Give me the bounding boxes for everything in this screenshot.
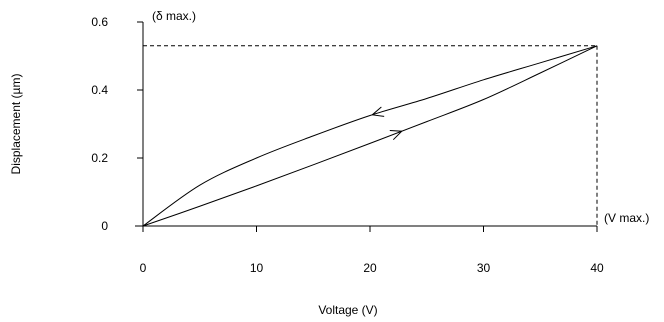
x-tick-label: 10 [250, 261, 264, 275]
x-axis-label: Voltage (V) [318, 303, 377, 317]
unloading-curve [142, 45, 598, 227]
y-axis-label: Displacement (µm) [9, 74, 23, 175]
loading-curve [142, 45, 598, 227]
annotation-delta-max: (δ max.) [152, 9, 196, 23]
unloading-direction-arrow [371, 106, 385, 117]
max-reference-lines [143, 45, 598, 226]
y-tick-label: 0.6 [91, 15, 108, 29]
ticks: 0 10 20 30 40 0 0.2 0.4 0.6 [91, 15, 604, 275]
annotation-v-max: (V max.) [604, 211, 649, 225]
loading-direction-arrow [389, 130, 403, 141]
series [142, 45, 598, 227]
y-tick-label: 0.2 [91, 151, 108, 165]
x-tick-label: 40 [590, 261, 604, 275]
x-tick-label: 20 [363, 261, 377, 275]
y-tick-label: 0 [101, 219, 108, 233]
direction-arrows [371, 106, 403, 141]
x-tick-label: 0 [140, 261, 147, 275]
y-tick-label: 0.4 [91, 83, 108, 97]
x-tick-label: 30 [477, 261, 491, 275]
axes [135, 22, 597, 227]
